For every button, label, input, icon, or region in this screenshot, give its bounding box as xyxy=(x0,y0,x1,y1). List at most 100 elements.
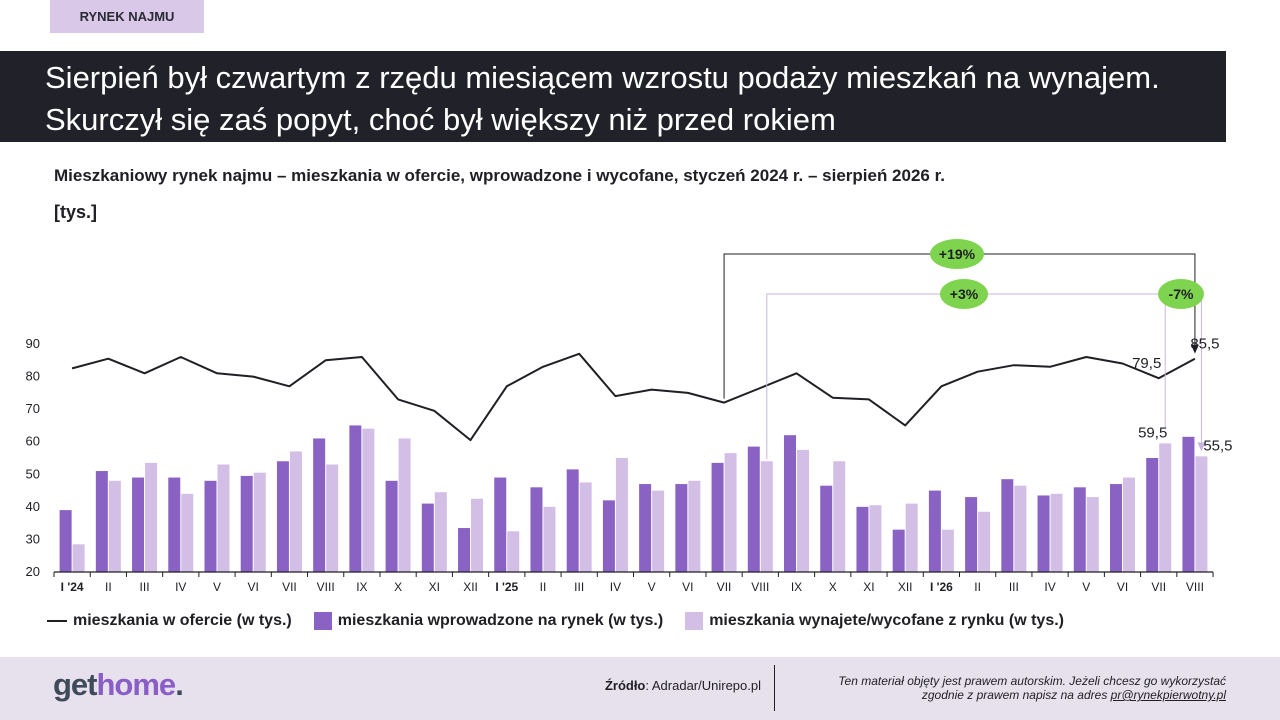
bar-introduced xyxy=(1073,487,1086,572)
bar-introduced xyxy=(313,438,326,572)
x-tick-label: IX xyxy=(791,580,802,594)
x-tick-label: XI xyxy=(863,580,874,594)
bar-withdrawn xyxy=(217,464,230,572)
x-tick-label: XII xyxy=(463,580,478,594)
bar-withdrawn xyxy=(326,464,339,572)
y-tick-label: 40 xyxy=(26,499,40,514)
bar-introduced xyxy=(349,425,362,572)
bar-withdrawn xyxy=(1050,493,1063,572)
label-withdrawn-aug: 55,5 xyxy=(1203,437,1232,454)
x-tick-label: III xyxy=(140,580,150,594)
legend-item-offer: mieszkania w ofercie (w tys.) xyxy=(47,612,292,630)
badge-withdrawn-mom: -7% xyxy=(1169,286,1194,302)
chart-title: Mieszkaniowy rynek najmu – mieszkania w … xyxy=(54,166,945,185)
bar-introduced xyxy=(385,480,398,572)
x-tick-label: I '26 xyxy=(930,580,953,594)
x-tick-label: X xyxy=(829,580,837,594)
bar-introduced xyxy=(1037,495,1050,572)
footer: gethome. Źródło: Adradar/Unirepo.pl Ten … xyxy=(0,657,1280,720)
x-tick-label: XI xyxy=(429,580,440,594)
x-tick-label: VII xyxy=(717,580,732,594)
x-tick-label: I '25 xyxy=(495,580,518,594)
bar-introduced xyxy=(747,446,760,572)
bar-withdrawn xyxy=(181,493,194,572)
bar-introduced xyxy=(965,497,978,572)
bar-introduced xyxy=(566,469,579,572)
legend-item-withdrawn: mieszkania wynajete/wycofane z rynku (w … xyxy=(685,612,1064,630)
bar-introduced xyxy=(168,477,181,572)
bar-introduced xyxy=(132,477,145,572)
legend-label-withdrawn: mieszkania wynajete/wycofane z rynku (w … xyxy=(709,612,1064,629)
legend-withdrawn-swatch xyxy=(685,612,704,630)
bar-introduced xyxy=(59,510,72,572)
bar-withdrawn xyxy=(579,482,592,572)
bar-withdrawn xyxy=(615,458,628,572)
x-tick-label: IV xyxy=(1044,580,1055,594)
bar-withdrawn xyxy=(398,438,411,572)
bar-introduced xyxy=(204,480,217,572)
legend-label-introduced: mieszkania wprowadzone na rynek (w tys.) xyxy=(337,612,664,629)
bar-withdrawn xyxy=(543,506,556,572)
bar-withdrawn xyxy=(1014,485,1027,572)
y-tick-label: 50 xyxy=(26,466,40,481)
bar-introduced xyxy=(1001,479,1014,572)
bar-withdrawn xyxy=(652,490,665,572)
bar-introduced xyxy=(602,500,615,572)
bar-withdrawn xyxy=(1086,497,1099,572)
legend-line-swatch xyxy=(47,620,67,622)
bar-introduced xyxy=(639,484,652,572)
headline-banner: Sierpień był czwartym z rzędu miesiącem … xyxy=(0,51,1226,142)
chart-legend: mieszkania w ofercie (w tys.) mieszkania… xyxy=(47,612,1072,630)
bar-introduced xyxy=(458,528,471,572)
x-tick-label: IX xyxy=(356,580,367,594)
badge-offer-yoy: +19% xyxy=(939,246,976,262)
x-tick-label: V xyxy=(213,580,221,594)
legend-label-offer: mieszkania w ofercie (w tys.) xyxy=(73,612,292,629)
bar-withdrawn xyxy=(688,480,701,572)
chart-unit: [tys.] xyxy=(54,202,98,222)
x-tick-label: VIII xyxy=(317,580,335,594)
bar-withdrawn xyxy=(1122,477,1135,572)
copyright-note: Ten materiał objęty jest prawem autorski… xyxy=(838,674,1226,702)
bar-introduced xyxy=(530,487,543,572)
label-offer-jul: 79,5 xyxy=(1132,355,1161,372)
bar-introduced xyxy=(1146,458,1159,572)
x-tick-label: X xyxy=(394,580,402,594)
bar-withdrawn xyxy=(145,462,158,572)
badge-withdrawn-yoy-shape xyxy=(940,279,988,309)
x-tick-label: II xyxy=(540,580,547,594)
x-tick-label: II xyxy=(974,580,981,594)
y-tick-label: 70 xyxy=(26,401,40,416)
contact-email-link[interactable]: pr@rynekpierwotny.pl xyxy=(1110,688,1226,702)
line-offer xyxy=(71,352,1196,442)
x-tick-label: III xyxy=(574,580,584,594)
x-tick-label: XII xyxy=(898,580,913,594)
bar-introduced xyxy=(276,461,289,572)
x-tick-label: V xyxy=(1082,580,1090,594)
bar-withdrawn xyxy=(289,451,302,572)
connector-offer-yoy xyxy=(723,253,1196,399)
label-offer-aug: 85,5 xyxy=(1190,336,1219,353)
headline-text: Sierpień był czwartym z rzędu miesiącem … xyxy=(45,60,1160,137)
bar-withdrawn xyxy=(434,492,447,572)
x-tick-label: VI xyxy=(682,580,693,594)
x-tick-label: III xyxy=(1009,580,1019,594)
bar-withdrawn xyxy=(362,428,375,572)
x-tick-label: IV xyxy=(175,580,186,594)
bar-withdrawn xyxy=(869,505,882,572)
connector-withdrawn-yoy xyxy=(766,293,1202,460)
bar-introduced xyxy=(240,475,253,572)
bar-introduced xyxy=(820,485,833,572)
bar-introduced xyxy=(856,506,869,572)
y-tick-label: 90 xyxy=(26,336,40,351)
x-tick-label: I '24 xyxy=(61,580,84,594)
bar-withdrawn xyxy=(471,498,484,572)
bar-withdrawn xyxy=(905,503,918,572)
bar-withdrawn xyxy=(1159,443,1172,572)
x-tick-label: VIII xyxy=(751,580,769,594)
section-tag: RYNEK NAJMU xyxy=(50,0,204,33)
legend-introduced-swatch xyxy=(313,612,332,630)
bar-withdrawn xyxy=(507,531,520,572)
x-tick-label: IV xyxy=(610,580,621,594)
